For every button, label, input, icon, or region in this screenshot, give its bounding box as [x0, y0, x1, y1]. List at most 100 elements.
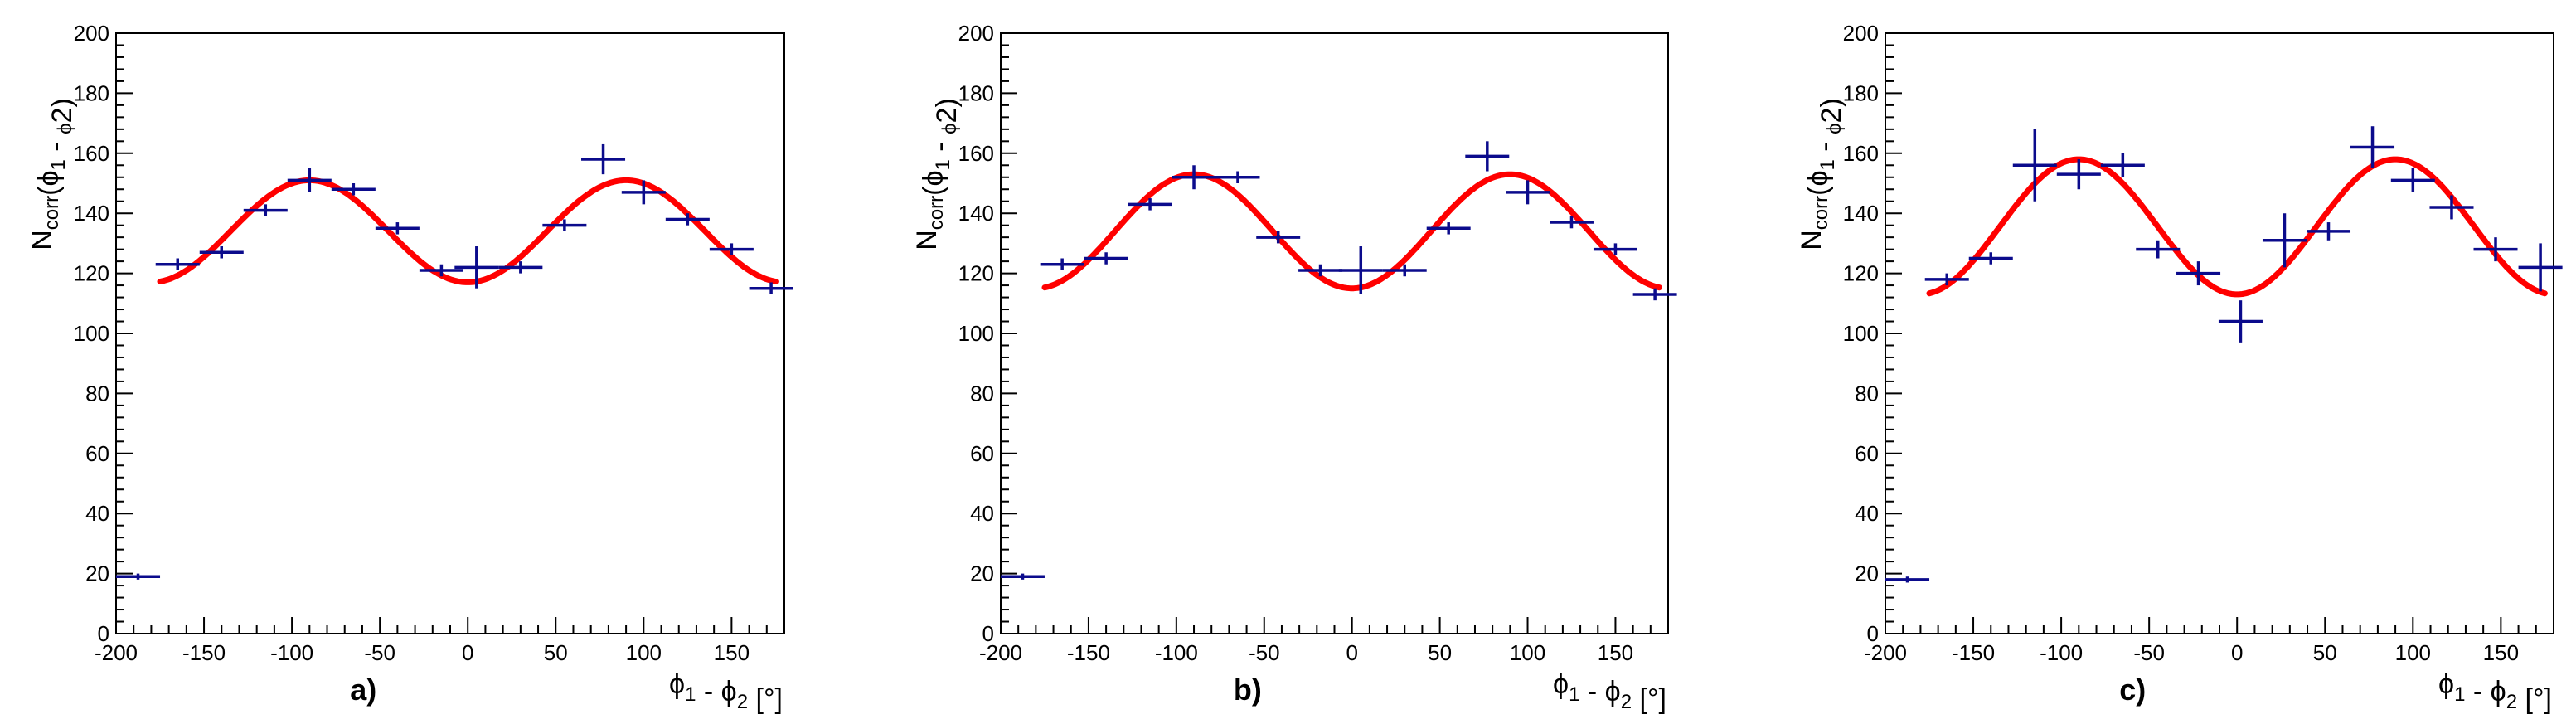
y-axis-title-part: corr — [41, 196, 63, 230]
data-point — [1172, 165, 1216, 190]
x-tick-label: -150 — [1067, 640, 1110, 665]
y-axis-title-part: (ϕ — [33, 170, 65, 195]
data-point — [116, 573, 161, 580]
x-tick-label: 0 — [462, 640, 473, 665]
x-tick-label: 100 — [626, 640, 662, 665]
data-point — [1968, 252, 2013, 265]
x-axis-title-part: 2 — [2506, 691, 2517, 713]
data-point — [1885, 576, 1930, 583]
data-point — [1084, 252, 1128, 265]
data-point — [498, 261, 543, 274]
data-point — [2429, 195, 2474, 220]
x-tick-label: -200 — [1864, 640, 1907, 665]
data-point — [1001, 573, 1045, 580]
data-point — [1465, 141, 1510, 172]
y-axis-title-part: 1 — [932, 159, 954, 170]
y-tick-label: 20 — [85, 561, 109, 586]
data-point — [155, 258, 200, 270]
y-tick-label: 40 — [1855, 501, 1879, 526]
data-point — [2390, 168, 2435, 192]
y-axis-title-part: N — [27, 230, 58, 250]
y-axis-title-part: N — [911, 230, 943, 250]
y-axis-title: Ncorr(ϕ1 - ϕ2) — [1796, 98, 1847, 250]
data-point — [375, 222, 420, 235]
data-point — [749, 282, 793, 294]
fit-curve — [157, 177, 779, 285]
y-axis-title-part: corr — [925, 196, 948, 230]
x-tick-label: 150 — [714, 640, 750, 665]
y-tick-label: 200 — [958, 21, 994, 46]
y-tick-label: 0 — [982, 621, 994, 646]
y-tick-label: 100 — [958, 321, 994, 346]
y-tick-label: 120 — [958, 261, 994, 286]
data-point — [2350, 126, 2395, 168]
y-tick-label: 180 — [74, 80, 109, 105]
y-tick-label: 160 — [1843, 141, 1879, 166]
data-point — [454, 246, 499, 289]
panel-label: b) — [1234, 673, 1262, 707]
data-point — [419, 264, 463, 277]
x-tick-label: 50 — [1428, 640, 1452, 665]
data-point — [2176, 261, 2221, 286]
y-axis-title-part: 2) — [46, 98, 78, 123]
y-axis-title: Ncorr(ϕ1 - ϕ2) — [911, 98, 963, 250]
x-tick-label: 50 — [544, 640, 568, 665]
plot-frame — [115, 32, 785, 634]
data-point — [1256, 231, 1301, 244]
y-tick-label: 100 — [1843, 321, 1879, 346]
x-tick-label: 50 — [2313, 640, 2337, 665]
x-tick-label: 0 — [2231, 640, 2243, 665]
data-point — [1128, 198, 1172, 211]
y-axis-title-part: ϕ — [939, 123, 961, 134]
data-point — [287, 168, 332, 192]
y-tick-label: 100 — [74, 321, 109, 346]
data-point — [1040, 258, 1084, 270]
x-tick-label: -150 — [1952, 640, 1995, 665]
y-tick-label: 0 — [1867, 621, 1879, 646]
x-axis-title: ϕ1 - ϕ2 [°] — [1553, 668, 1666, 715]
x-tick-label: 100 — [2395, 640, 2431, 665]
y-tick-label: 200 — [74, 21, 109, 46]
data-point — [2012, 129, 2057, 202]
x-tick-label: -100 — [1155, 640, 1198, 665]
x-axis-title-part: 1 — [685, 683, 696, 706]
y-axis-title: Ncorr(ϕ1 - ϕ2) — [27, 98, 78, 250]
y-axis-title-part: (ϕ — [1802, 170, 1834, 195]
y-axis-title-part: 1 — [47, 159, 70, 170]
x-tick-label: -200 — [979, 640, 1022, 665]
data-point — [331, 183, 376, 196]
data-point — [2100, 153, 2145, 177]
y-tick-label: 40 — [85, 501, 109, 526]
data-point — [621, 180, 666, 205]
x-axis-title-part: ϕ — [2438, 668, 2454, 700]
y-tick-label: 20 — [970, 561, 994, 586]
plot-frame — [1885, 32, 2554, 634]
y-tick-label: 160 — [958, 141, 994, 166]
data-point — [2262, 213, 2307, 268]
data-point — [1593, 243, 1637, 255]
x-axis-title-part: - ϕ — [1579, 676, 1620, 707]
data-point — [581, 143, 626, 175]
y-tick-label: 160 — [74, 141, 109, 166]
data-point — [199, 246, 244, 259]
y-axis-title-part: corr — [1810, 196, 1832, 230]
y-tick-label: 40 — [970, 501, 994, 526]
y-tick-label: 200 — [1843, 21, 1879, 46]
y-tick-label: 60 — [970, 441, 994, 466]
y-axis-title-part: - — [1809, 134, 1841, 159]
data-point — [2306, 222, 2351, 241]
data-point — [1550, 216, 1594, 229]
data-point — [665, 213, 710, 226]
y-axis-title-part: - — [40, 134, 71, 159]
y-axis-title-part: - — [924, 134, 956, 159]
y-tick-label: 60 — [1855, 441, 1879, 466]
data-point — [2218, 300, 2263, 343]
data-point — [709, 243, 754, 255]
x-axis-title-part: [°] — [748, 683, 783, 715]
data-point — [1338, 246, 1383, 294]
data-point — [2473, 237, 2518, 262]
x-axis-title-part: 2 — [737, 691, 748, 713]
x-tick-label: 150 — [1598, 640, 1633, 665]
